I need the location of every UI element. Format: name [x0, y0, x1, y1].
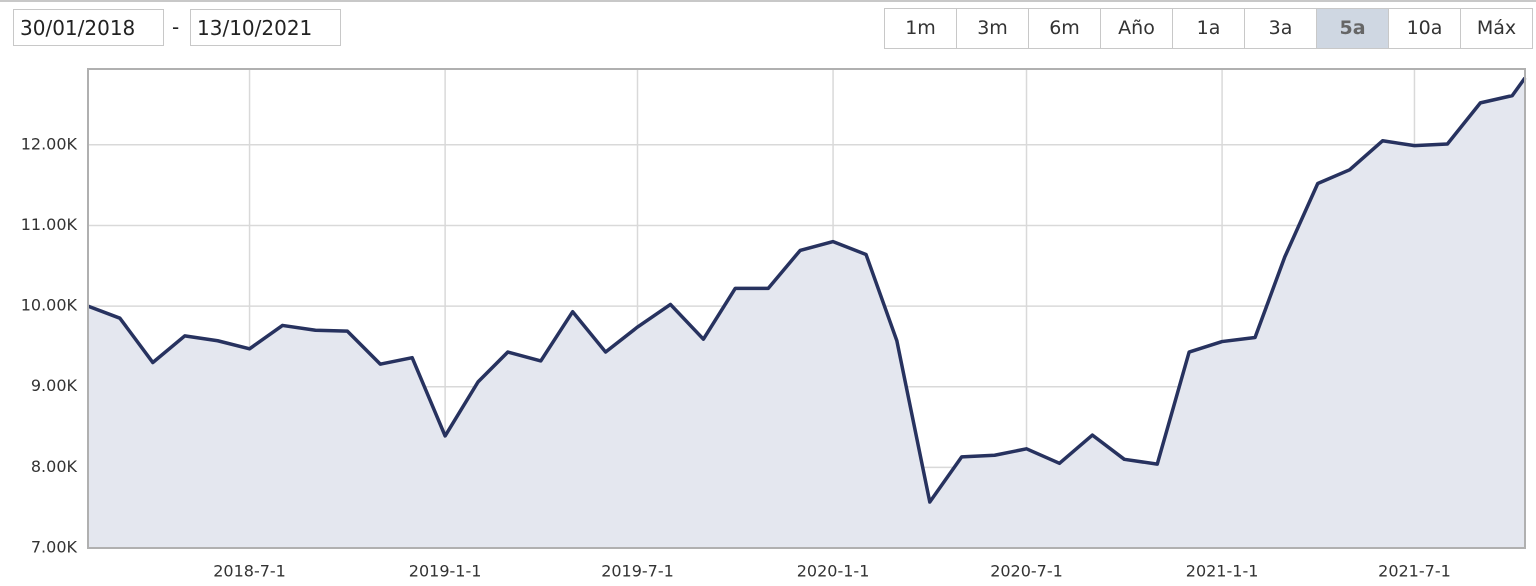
range-button[interactable]: Máx: [1461, 9, 1532, 48]
range-buttons: 1m 3m 6m Año 1a 3a 5a 10a Máx: [884, 8, 1533, 49]
x-tick-label: 2020-1-1: [797, 562, 870, 581]
y-tick-label: 8.00K: [31, 457, 78, 476]
x-tick-label: 2019-1-1: [409, 562, 482, 581]
range-button[interactable]: 1m: [885, 9, 957, 48]
range-button[interactable]: Año: [1101, 9, 1173, 48]
date-to[interactable]: 13/10/2021: [190, 9, 341, 46]
x-tick-label: 2021-1-1: [1186, 562, 1259, 581]
y-tick-label: 10.00K: [21, 296, 78, 315]
range-button[interactable]: 3a: [1245, 9, 1317, 48]
y-tick-label: 11.00K: [21, 215, 78, 234]
range-button[interactable]: 1a: [1173, 9, 1245, 48]
plot-border: [87, 68, 1526, 549]
range-button[interactable]: 6m: [1029, 9, 1101, 48]
x-tick-label: 2021-7-1: [1378, 562, 1451, 581]
date-separator: -: [172, 15, 180, 39]
y-tick-label: 7.00K: [31, 538, 78, 557]
range-button[interactable]: 5a: [1317, 9, 1389, 48]
y-tick-label: 12.00K: [21, 134, 78, 153]
range-button[interactable]: 3m: [957, 9, 1029, 48]
date-from[interactable]: 30/01/2018: [13, 9, 164, 46]
x-tick-label: 2018-7-1: [213, 562, 286, 581]
area-fill: [88, 77, 1525, 549]
top-border: [0, 0, 1536, 2]
y-tick-label: 9.00K: [31, 376, 78, 395]
line: [87, 76, 1527, 504]
range-button[interactable]: 10a: [1389, 9, 1461, 48]
x-tick-label: 2019-7-1: [601, 562, 674, 581]
x-tick-label: 2020-7-1: [990, 562, 1063, 581]
